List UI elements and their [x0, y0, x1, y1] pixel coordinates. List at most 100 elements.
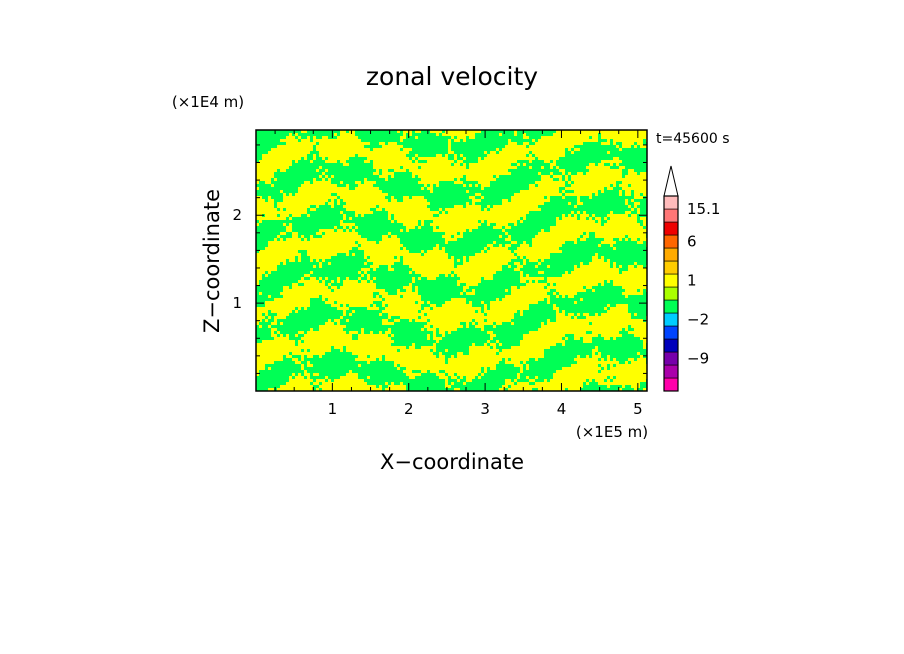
- field-cell: [361, 217, 364, 220]
- field-cell: [262, 295, 265, 298]
- field-cell: [616, 202, 619, 205]
- field-cell: [355, 166, 358, 169]
- field-cell: [430, 145, 433, 148]
- field-cell: [499, 277, 502, 280]
- field-cell: [475, 238, 478, 241]
- field-cell: [577, 241, 580, 244]
- field-cell: [358, 214, 361, 217]
- field-cell: [361, 253, 364, 256]
- field-cell: [532, 322, 535, 325]
- field-cell: [331, 352, 334, 355]
- field-cell: [262, 187, 265, 190]
- field-cell: [580, 343, 583, 346]
- field-cell: [289, 316, 292, 319]
- field-cell: [283, 331, 286, 334]
- field-cell: [433, 187, 436, 190]
- field-cell: [547, 208, 550, 211]
- field-cell: [256, 160, 259, 163]
- field-cell: [292, 229, 295, 232]
- field-cell: [403, 274, 406, 277]
- field-cell: [403, 145, 406, 148]
- field-cell: [637, 304, 640, 307]
- field-cell: [598, 250, 601, 253]
- field-cell: [475, 136, 478, 139]
- field-cell: [289, 358, 292, 361]
- velocity-field: [256, 130, 647, 391]
- field-cell: [580, 205, 583, 208]
- field-cell: [334, 364, 337, 367]
- field-cell: [445, 187, 448, 190]
- field-cell: [388, 286, 391, 289]
- field-cell: [379, 319, 382, 322]
- field-cell: [607, 247, 610, 250]
- field-cell: [616, 190, 619, 193]
- field-cell: [259, 235, 262, 238]
- field-cell: [328, 223, 331, 226]
- field-cell: [298, 316, 301, 319]
- field-cell: [496, 346, 499, 349]
- field-cell: [358, 361, 361, 364]
- field-cell: [502, 238, 505, 241]
- field-cell: [403, 142, 406, 145]
- field-cell: [553, 319, 556, 322]
- field-cell: [322, 322, 325, 325]
- field-cell: [280, 289, 283, 292]
- field-cell: [445, 205, 448, 208]
- field-cell: [559, 310, 562, 313]
- field-cell: [295, 217, 298, 220]
- field-cell: [466, 253, 469, 256]
- field-cell: [409, 154, 412, 157]
- field-cell: [484, 229, 487, 232]
- field-cell: [364, 169, 367, 172]
- field-cell: [331, 364, 334, 367]
- field-cell: [328, 265, 331, 268]
- field-cell: [532, 325, 535, 328]
- field-cell: [592, 142, 595, 145]
- field-cell: [508, 274, 511, 277]
- field-cell: [385, 361, 388, 364]
- field-cell: [601, 349, 604, 352]
- field-cell: [295, 262, 298, 265]
- field-cell: [400, 331, 403, 334]
- field-cell: [478, 295, 481, 298]
- field-cell: [394, 325, 397, 328]
- field-cell: [295, 274, 298, 277]
- field-cell: [370, 235, 373, 238]
- field-cell: [487, 130, 490, 133]
- field-cell: [397, 364, 400, 367]
- field-cell: [343, 202, 346, 205]
- field-cell: [391, 292, 394, 295]
- field-cell: [538, 178, 541, 181]
- field-cell: [376, 241, 379, 244]
- field-cell: [268, 220, 271, 223]
- field-cell: [361, 172, 364, 175]
- field-cell: [508, 271, 511, 274]
- field-cell: [385, 130, 388, 133]
- field-cell: [517, 334, 520, 337]
- field-cell: [472, 193, 475, 196]
- field-cell: [493, 274, 496, 277]
- field-cell: [481, 154, 484, 157]
- field-cell: [577, 205, 580, 208]
- field-cell: [367, 325, 370, 328]
- field-cell: [310, 322, 313, 325]
- field-cell: [598, 214, 601, 217]
- field-cell: [634, 358, 637, 361]
- field-cell: [571, 349, 574, 352]
- field-cell: [469, 187, 472, 190]
- field-cell: [484, 325, 487, 328]
- field-cell: [586, 238, 589, 241]
- field-cell: [508, 343, 511, 346]
- field-cell: [535, 157, 538, 160]
- field-cell: [364, 175, 367, 178]
- field-cell: [319, 157, 322, 160]
- field-cell: [286, 223, 289, 226]
- field-cell: [454, 136, 457, 139]
- field-cell: [367, 313, 370, 316]
- field-cell: [325, 202, 328, 205]
- field-cell: [598, 298, 601, 301]
- field-cell: [430, 295, 433, 298]
- field-cell: [622, 250, 625, 253]
- field-cell: [496, 232, 499, 235]
- field-cell: [274, 220, 277, 223]
